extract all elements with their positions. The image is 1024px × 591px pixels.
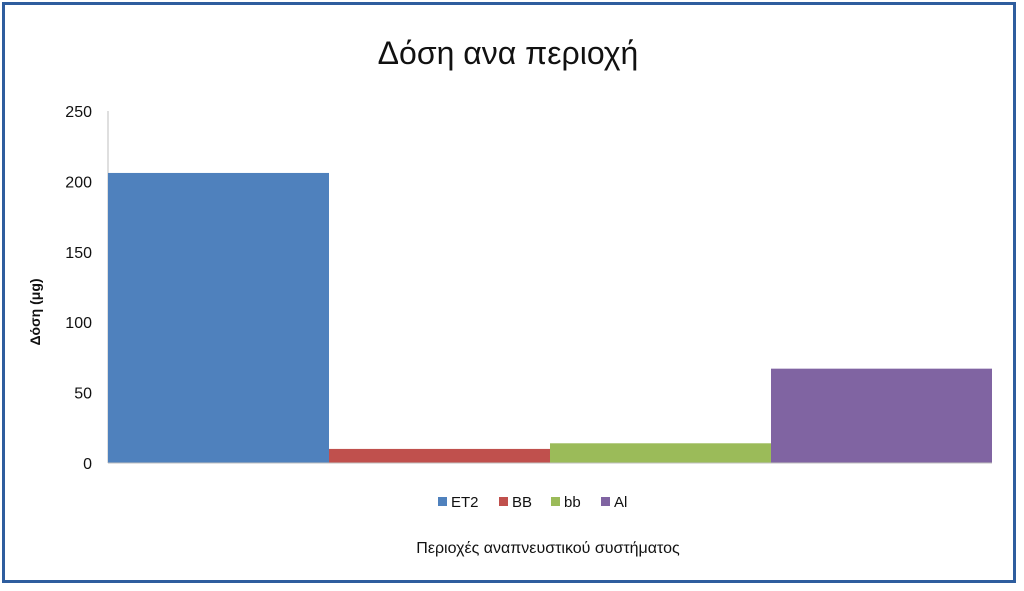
legend-swatch-al (601, 497, 610, 506)
y-tick-label: 100 (65, 315, 92, 332)
y-tick-label: 150 (65, 245, 92, 262)
legend-swatch-et2 (438, 497, 447, 506)
legend-swatch-bb (499, 497, 508, 506)
legend-label-al: Al (614, 494, 627, 511)
legend-label-bb: BB (512, 494, 532, 511)
bar-bb (329, 448, 550, 463)
bar-et2 (108, 172, 329, 463)
y-tick-label: 0 (83, 456, 92, 473)
bar-bb (550, 443, 771, 463)
y-tick-label: 200 (65, 174, 92, 191)
y-tick-label: 250 (65, 104, 92, 121)
bar-al (771, 368, 992, 463)
y-axis-label: Δόση (μg) (27, 278, 43, 345)
legend-swatch-bb (551, 497, 560, 506)
chart-title: Δόση ανα περιοχή (378, 35, 639, 71)
legend: ET2 BB bb Al (438, 494, 627, 511)
x-axis-label: Περιοχές αναπνευστικού συστήματος (416, 540, 680, 557)
y-tick-label: 50 (74, 386, 92, 403)
legend-label-et2: ET2 (451, 494, 479, 511)
legend-label-bb: bb (564, 494, 581, 511)
plot-area: 0 50 100 150 200 250 (65, 104, 992, 473)
